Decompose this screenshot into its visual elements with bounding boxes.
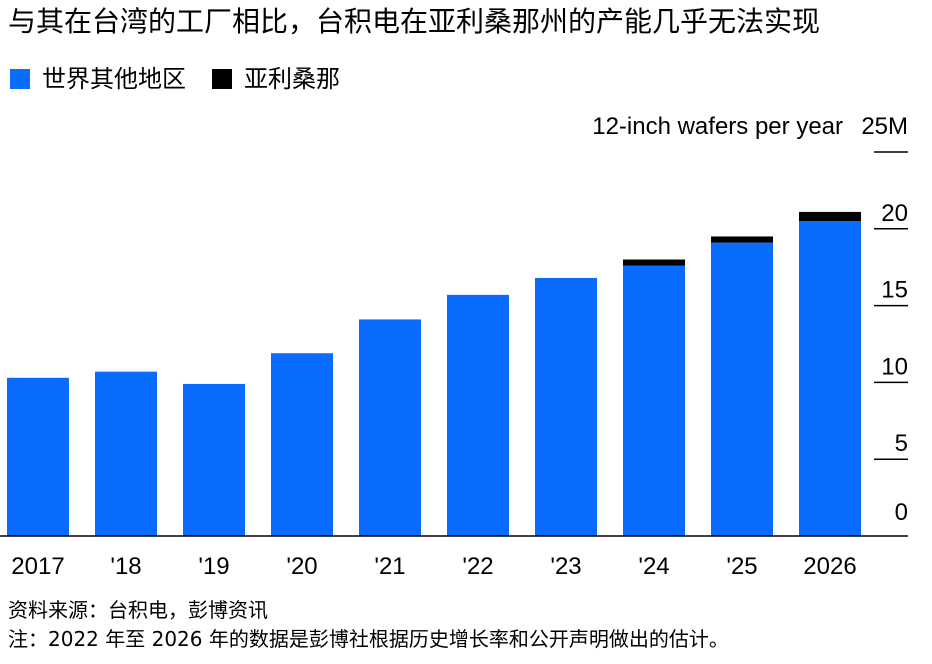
bar-rest-of-world [183,383,245,536]
x-tick-label: '21 [374,553,405,580]
legend-label-arizona: 亚利桑那 [244,65,340,93]
bar-rest-of-world [359,319,421,536]
x-tick-label: '22 [462,553,493,580]
bar-rest-of-world [711,242,773,536]
chart-title: 与其在台湾的工厂相比，台积电在亚利桑那州的产能几乎无法实现 [8,5,821,38]
x-tick-label: '19 [198,553,229,580]
x-tick-label: '20 [286,553,317,580]
legend-swatch-rest-of-world [10,69,30,89]
y-tick-label: 5 [895,430,908,457]
bar-rest-of-world [271,353,333,536]
bar-arizona [799,211,861,222]
source-note: 资料来源：台积电，彭博资讯 [8,598,268,622]
y-tick-label: 0 [895,499,908,526]
bar-rest-of-world [799,221,861,536]
y-axis: 12-inch wafers per year 0 5 10 15 20 25M [592,113,908,526]
x-tick-label: '23 [550,553,581,580]
footnote: 注：2022 年至 2026 年的数据是彭博社根据历史增长率和公开声明做出的估计… [8,627,729,651]
bar-arizona [711,236,773,243]
bar-rest-of-world [623,265,685,536]
legend-item-arizona: 亚利桑那 [212,64,340,94]
x-axis: 2017 '18 '19 '20 '21 '22 '23 '24 '25 2026 [11,553,856,580]
y-tick-label: 20 [881,200,908,227]
x-tick-label: 2026 [803,553,856,580]
bar-arizona [623,259,685,266]
legend: 世界其他地区 亚利桑那 [10,64,366,94]
x-tick-label: '24 [638,553,669,580]
bar-rest-of-world [447,294,509,536]
bar-rest-of-world [535,277,597,536]
legend-item-rest-of-world: 世界其他地区 [10,64,186,94]
bar-rest-of-world [7,377,69,536]
y-tick-label: 15 [881,277,908,304]
y-tick-label: 10 [881,353,908,380]
legend-label-rest-of-world: 世界其他地区 [42,65,186,93]
bar-rest-of-world [95,371,157,536]
y-tick-label: 25M [861,113,908,140]
y-axis-label: 12-inch wafers per year [592,113,843,140]
bar-chart: 12-inch wafers per year 0 5 10 15 20 25M 2017… [0,113,908,580]
x-tick-label: 2017 [11,553,64,580]
x-tick-label: '25 [726,553,757,580]
x-tick-label: '18 [110,553,141,580]
bars-group [7,211,861,536]
legend-swatch-arizona [212,69,232,89]
